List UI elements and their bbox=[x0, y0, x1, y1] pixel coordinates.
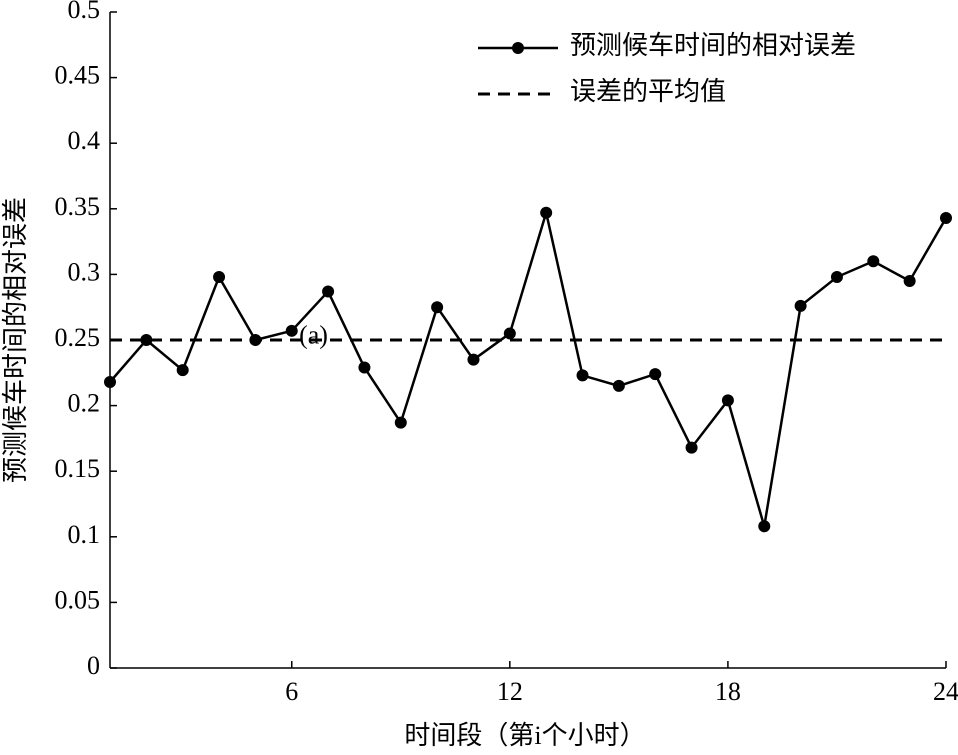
legend-label: 预测候车时间的相对误差 bbox=[570, 31, 856, 60]
data-point bbox=[104, 375, 116, 388]
data-point bbox=[576, 369, 589, 382]
data-point bbox=[540, 206, 553, 219]
x-tick-label: 18 bbox=[715, 677, 741, 706]
y-tick-label: 0.15 bbox=[55, 454, 101, 483]
data-point bbox=[830, 271, 843, 284]
y-tick-label: 0.05 bbox=[55, 585, 101, 614]
y-tick-label: 0.4 bbox=[68, 126, 101, 155]
data-point bbox=[612, 379, 625, 392]
data-point bbox=[503, 327, 516, 340]
y-tick-label: 0.25 bbox=[55, 323, 101, 352]
x-tick-label: 12 bbox=[497, 677, 523, 706]
data-point bbox=[431, 301, 444, 314]
x-tick-label: 24 bbox=[933, 677, 958, 706]
data-point bbox=[721, 394, 734, 407]
data-point bbox=[394, 416, 407, 429]
legend-marker bbox=[512, 42, 524, 54]
data-point bbox=[649, 368, 662, 381]
data-point bbox=[249, 334, 262, 346]
series-line bbox=[109, 207, 948, 527]
data-point bbox=[467, 353, 480, 366]
x-axis-label: 时间段（第i个小时） bbox=[404, 721, 645, 750]
data-point bbox=[285, 324, 298, 337]
y-tick-label: 0 bbox=[87, 651, 100, 680]
data-point bbox=[794, 299, 807, 312]
data-point bbox=[940, 211, 952, 224]
y-tick-label: 0.2 bbox=[68, 389, 101, 418]
data-point bbox=[903, 274, 916, 287]
y-tick-label: 0.5 bbox=[68, 0, 101, 24]
data-point bbox=[358, 361, 371, 374]
data-point bbox=[176, 364, 189, 377]
annotation: (a) bbox=[299, 320, 328, 349]
y-axis-label: 预测候车时间的相对误差 bbox=[1, 197, 30, 483]
data-point bbox=[685, 441, 698, 454]
data-point bbox=[867, 255, 880, 268]
x-tick-label: 6 bbox=[285, 677, 298, 706]
data-point bbox=[140, 334, 153, 346]
data-point bbox=[213, 271, 226, 284]
data-point bbox=[758, 520, 771, 533]
y-tick-label: 0.35 bbox=[55, 192, 101, 221]
y-tick-label: 0.45 bbox=[55, 61, 101, 90]
data-point bbox=[322, 285, 335, 298]
y-tick-label: 0.3 bbox=[68, 257, 101, 286]
y-tick-label: 0.1 bbox=[68, 520, 101, 549]
legend-label: 误差的平均值 bbox=[570, 77, 726, 106]
